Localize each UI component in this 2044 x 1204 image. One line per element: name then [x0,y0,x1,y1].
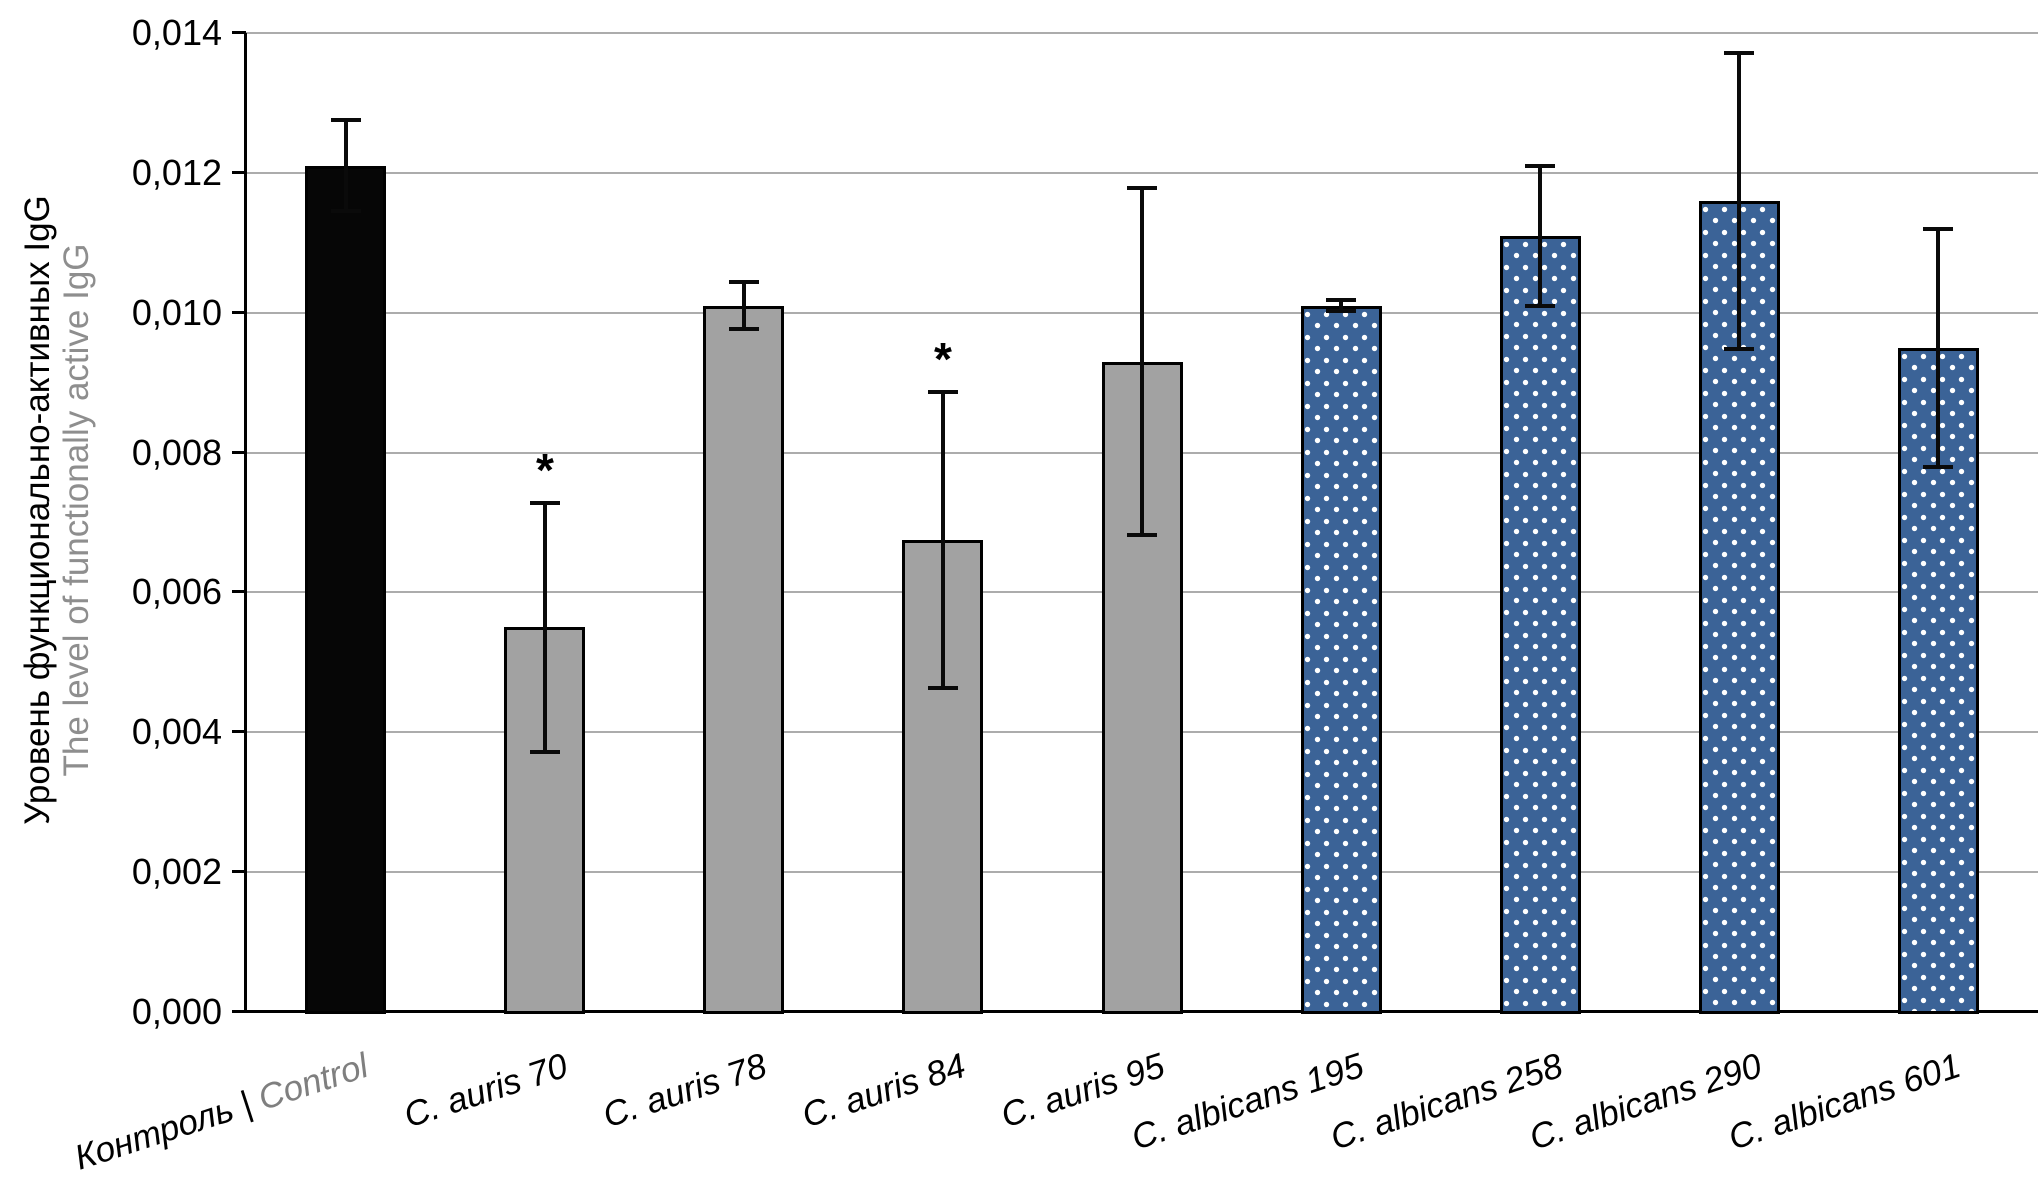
y-axis-tick-label: 0,006 [131,571,222,612]
significance-asterisk-c-auris-84: * [934,333,952,385]
error-bar-c-auris-84 [941,392,945,688]
error-bar-c-albicans-601 [1936,229,1940,467]
y-axis-tick-label: 0,008 [131,432,222,473]
x-tick-label-part-muted: Control [253,1046,374,1118]
bar-контроль-control [305,166,386,1014]
x-tick-label-part: C. auris 78 [598,1046,772,1136]
y-axis-tick [232,590,246,593]
y-axis-line [244,33,247,1013]
error-bar-cap-bottom [1127,533,1157,537]
error-bar-cap-bottom [530,750,560,754]
error-bar-cap-bottom [729,327,759,331]
y-axis-tick-label: 0,010 [131,292,222,333]
y-axis-tick [232,31,246,34]
error-bar-cap-top [1724,51,1754,55]
error-bar-cap-bottom [1326,309,1356,313]
bar-c-albicans-195 [1301,306,1382,1014]
y-axis-tick-label: 0,002 [131,851,222,892]
y-axis-tick [232,1010,246,1013]
x-tick-label-part: C. auris 70 [399,1046,573,1136]
bar-c-albicans-290 [1699,201,1780,1014]
error-bar-cap-top [1525,164,1555,168]
y-axis-tick-label: 0,004 [131,711,222,752]
y-axis-tick [232,730,246,733]
bar-c-auris-78 [703,306,784,1014]
error-bar-cap-bottom [1724,347,1754,351]
x-tick-label-c-auris-84: C. auris 84 [797,1046,970,1136]
error-bar-cap-top [530,501,560,505]
y-axis-tick-label: 0,000 [131,991,222,1032]
y-axis-tick [232,311,246,314]
error-bar-cap-top [1326,298,1356,302]
error-bar-c-albicans-290 [1737,53,1741,349]
error-bar-cap-top [1923,227,1953,231]
error-bar-cap-top [928,390,958,394]
y-axis-tick [232,451,246,454]
error-bar-cap-bottom [928,686,958,690]
x-tick-label-контроль-control: Контроль | Control [70,1046,373,1179]
error-bar-c-albicans-258 [1538,166,1542,306]
y-axis-tick [232,171,246,174]
error-bar-c-auris-95 [1140,188,1144,535]
error-bar-cap-top [729,280,759,284]
error-bar-cap-top [331,118,361,122]
bar-c-albicans-258 [1500,236,1581,1014]
error-bar-cap-bottom [1525,304,1555,308]
y-axis-tick-label: 0,014 [131,12,222,53]
error-bar-c-albicans-195 [1339,300,1343,311]
y-gridline [246,32,2038,34]
y-axis-tick [232,870,246,873]
x-tick-label-c-auris-78: C. auris 78 [598,1046,771,1136]
y-gridline [246,172,2038,174]
error-bar-c-auris-70 [543,503,547,752]
x-tick-label-part: C. auris 84 [797,1046,971,1136]
x-tick-label-part: Контроль | [70,1080,266,1178]
error-bar-cap-bottom [331,209,361,213]
x-tick-label-c-auris-70: C. auris 70 [399,1046,572,1136]
y-axis-tick-label: 0,012 [131,152,222,193]
significance-asterisk-c-auris-70: * [536,444,554,496]
error-bar-контроль-control [344,120,348,211]
error-bar-c-auris-78 [742,282,746,330]
error-bar-cap-top [1127,186,1157,190]
error-bar-cap-bottom [1923,465,1953,469]
